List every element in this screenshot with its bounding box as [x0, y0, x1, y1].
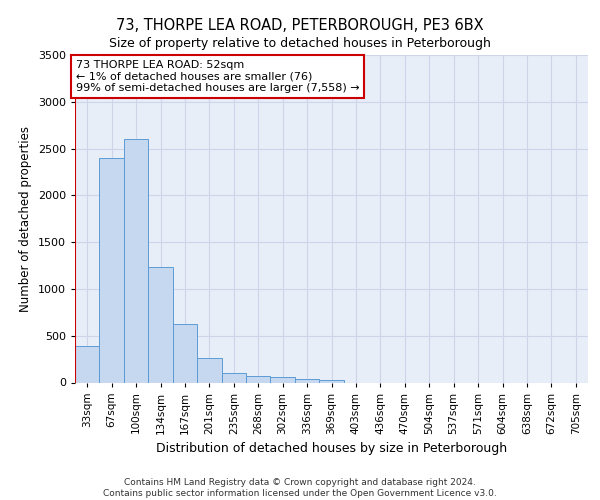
Bar — [124, 139, 148, 382]
Text: 73, THORPE LEA ROAD, PETERBOROUGH, PE3 6BX: 73, THORPE LEA ROAD, PETERBOROUGH, PE3 6… — [116, 18, 484, 32]
Bar — [295, 379, 319, 382]
Bar — [197, 358, 221, 382]
Bar — [148, 268, 173, 382]
Bar — [271, 378, 295, 382]
Bar — [100, 158, 124, 382]
X-axis label: Distribution of detached houses by size in Peterborough: Distribution of detached houses by size … — [156, 442, 507, 455]
Text: 73 THORPE LEA ROAD: 52sqm
← 1% of detached houses are smaller (76)
99% of semi-d: 73 THORPE LEA ROAD: 52sqm ← 1% of detach… — [76, 60, 359, 93]
Bar — [319, 380, 344, 382]
Bar — [246, 376, 271, 382]
Text: Contains HM Land Registry data © Crown copyright and database right 2024.
Contai: Contains HM Land Registry data © Crown c… — [103, 478, 497, 498]
Bar — [75, 346, 100, 383]
Text: Size of property relative to detached houses in Peterborough: Size of property relative to detached ho… — [109, 38, 491, 51]
Y-axis label: Number of detached properties: Number of detached properties — [19, 126, 32, 312]
Bar — [173, 324, 197, 382]
Bar — [221, 372, 246, 382]
